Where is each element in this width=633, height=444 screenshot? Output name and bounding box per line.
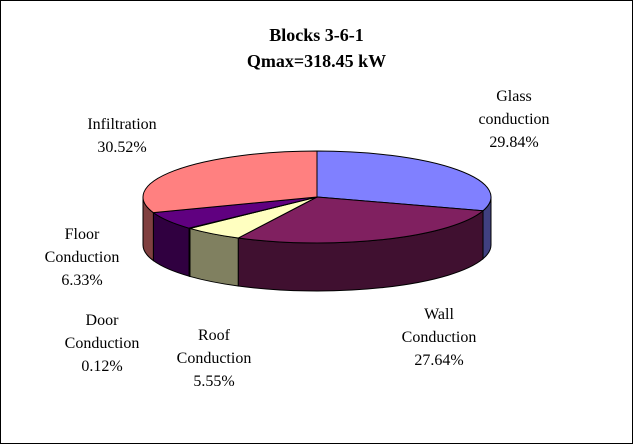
chart-subtitle: Qmax=318.45 kW	[246, 51, 387, 71]
slice-label-glass-line1: Glass	[496, 88, 532, 105]
slice-label-roof-pct: 5.55%	[193, 373, 235, 390]
slice-label-roof-line2: Conduction	[176, 350, 252, 367]
slice-label-floor-line1: Floor	[64, 226, 100, 243]
slice-label-infiltration: Infiltration 30.52%	[67, 113, 177, 159]
slice-label-wall-line2: Conduction	[401, 329, 477, 346]
pie-slice-1	[236, 196, 485, 244]
slice-label-floor-pct: 6.33%	[61, 272, 103, 289]
slice-label-door-line1: Door	[85, 312, 119, 329]
slice-label-infiltration-line1: Infiltration	[87, 116, 157, 133]
slice-label-wall-line1: Wall	[424, 306, 454, 323]
pie-slice-0	[316, 150, 492, 212]
slice-label-door: Door Conduction 0.12%	[47, 309, 157, 378]
slice-label-door-line2: Conduction	[64, 335, 140, 352]
slice-label-glass: Glass conduction 29.84%	[459, 85, 569, 154]
slice-label-roof: Roof Conduction 5.55%	[159, 324, 269, 393]
slice-label-floor: Floor Conduction 6.33%	[27, 223, 137, 292]
pie-slice-5	[142, 150, 318, 214]
slice-label-door-pct: 0.12%	[81, 358, 123, 375]
slice-label-glass-pct: 29.84%	[489, 134, 539, 151]
chart-title: Blocks 3-6-1	[269, 25, 364, 45]
slice-label-roof-line1: Roof	[198, 327, 230, 344]
slice-label-glass-line2: conduction	[478, 111, 550, 128]
slice-label-infiltration-pct: 30.52%	[97, 139, 147, 156]
slice-label-floor-line2: Conduction	[44, 249, 120, 266]
slice-label-wall: Wall Conduction 27.64%	[384, 303, 494, 372]
slice-label-wall-pct: 27.64%	[414, 352, 464, 369]
